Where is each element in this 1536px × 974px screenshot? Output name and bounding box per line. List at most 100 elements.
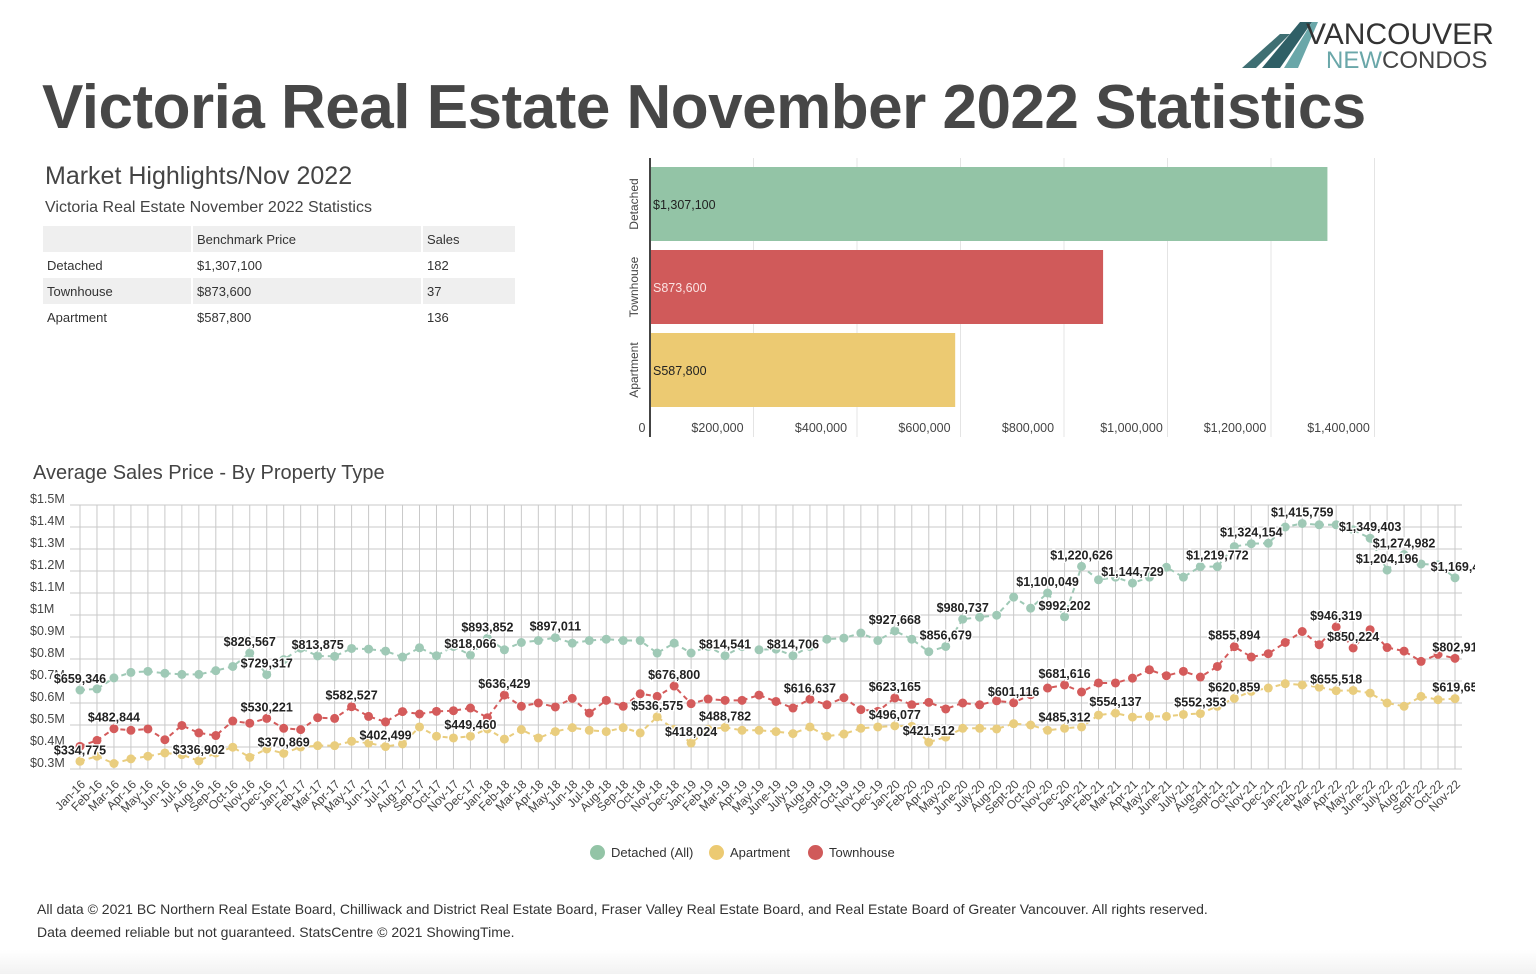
data-point-townhouse: [856, 705, 866, 715]
data-label-townhouse: $601,116: [988, 685, 1039, 699]
legend-item-detached: Detached (All): [590, 845, 693, 860]
data-point-apartment: [856, 723, 866, 733]
data-point-detached: [1094, 575, 1104, 585]
data-point-townhouse: [313, 713, 323, 723]
data-point-townhouse: [1043, 683, 1053, 693]
data-point-apartment: [924, 737, 934, 747]
data-point-townhouse: [1077, 687, 1087, 697]
bar-category-label: Townhouse: [627, 256, 641, 317]
data-label-detached: $893,852: [461, 620, 513, 634]
highlights-subtitle: Victoria Real Estate November 2022 Stati…: [45, 199, 372, 216]
data-point-detached: [228, 661, 238, 671]
data-point-apartment: [177, 750, 187, 760]
data-point-detached: [805, 641, 815, 651]
data-point-detached: [669, 638, 679, 648]
data-point-detached: [1433, 560, 1443, 570]
data-point-townhouse: [1212, 661, 1222, 671]
data-label-detached: $1,204,196: [1356, 552, 1419, 566]
data-point-townhouse: [652, 691, 662, 701]
series-line-detached: [79, 522, 1456, 692]
legend-label: Townhouse: [829, 845, 895, 860]
data-point-detached: [1331, 520, 1341, 530]
data-point-apartment: [415, 722, 425, 732]
data-label-detached: $1,220,626: [1050, 548, 1113, 562]
data-label-apartment: $485,312: [1038, 710, 1090, 724]
data-point-apartment: [1094, 710, 1104, 720]
data-point-detached: [415, 643, 425, 653]
data-point-townhouse: [1060, 680, 1070, 690]
data-point-apartment: [720, 722, 730, 732]
data-point-detached: [364, 644, 374, 654]
table-cell: $587,800: [197, 309, 252, 325]
data-point-detached: [652, 648, 662, 658]
y-tick-label: $1M: [30, 602, 54, 616]
data-point-townhouse: [839, 693, 849, 703]
table-cell: 136: [427, 309, 449, 325]
data-point-townhouse: [601, 695, 611, 705]
data-label-townhouse: $681,616: [1038, 667, 1090, 681]
data-point-townhouse: [279, 723, 289, 733]
data-label-townhouse: $802,91: [1432, 640, 1475, 654]
data-label-apartment: $536,575: [631, 699, 683, 713]
y-tick-label: $0.9M: [30, 624, 65, 638]
data-point-detached: [465, 650, 475, 660]
data-label-detached: $1,274,982: [1373, 537, 1436, 551]
vancouver-new-condos-logo: VANCOUVER NEWCONDOS: [1242, 18, 1494, 74]
y-tick-label: $1.3M: [30, 536, 65, 550]
data-point-detached: [873, 636, 883, 646]
data-point-apartment: [686, 738, 696, 748]
data-point-detached: [177, 669, 187, 679]
average-sales-price-line-chart: $0.3M $0.4M $0.5M $0.6M $0.7M $0.8M $0.9M $1M $1…: [30, 492, 1475, 818]
table-cell: $1,307,100: [197, 257, 263, 273]
data-point-apartment: [822, 731, 832, 741]
data-point-townhouse: [567, 693, 577, 703]
data-label-townhouse: $623,165: [869, 680, 921, 694]
data-point-apartment: [1178, 709, 1188, 719]
legend-swatch: [590, 845, 605, 860]
data-point-townhouse: [1450, 653, 1460, 663]
data-point-townhouse: [245, 718, 255, 728]
data-point-detached: [431, 651, 441, 661]
data-point-townhouse: [431, 706, 441, 716]
data-point-townhouse: [805, 694, 815, 704]
data-point-townhouse: [635, 689, 645, 699]
bar-apartment: [651, 333, 956, 407]
bar-category-label: Detached: [627, 178, 641, 229]
data-point-townhouse: [448, 706, 458, 716]
data-point-townhouse: [398, 707, 408, 717]
data-point-detached: [347, 643, 357, 653]
data-label-detached: $814,706: [767, 638, 819, 652]
data-label-apartment: $402,499: [359, 729, 411, 743]
data-point-detached: [822, 634, 832, 644]
table-row: Townhouse $873,600 37: [43, 278, 515, 304]
data-point-townhouse: [941, 704, 951, 714]
data-point-apartment: [1246, 686, 1256, 696]
data-point-detached: [1246, 539, 1256, 549]
data-point-townhouse: [1246, 652, 1256, 662]
data-label-apartment: $620,859: [1208, 680, 1260, 694]
data-label-detached: $818,066: [444, 637, 496, 651]
bar-x-tick-label: $400,000: [795, 421, 847, 435]
data-point-townhouse: [1399, 646, 1409, 656]
data-point-apartment: [262, 744, 272, 754]
data-point-townhouse: [194, 728, 204, 738]
data-point-townhouse: [737, 695, 747, 705]
market-highlights-table: Benchmark Price Sales Detached $1,307,10…: [41, 226, 517, 330]
bottom-strip: [0, 950, 1536, 974]
data-label-detached: $980,737: [937, 601, 989, 615]
data-point-detached: [1297, 518, 1307, 528]
data-label-townhouse: $530,221: [241, 700, 293, 714]
data-label-detached: $1,169,4: [1431, 560, 1475, 574]
data-point-apartment: [1382, 698, 1392, 708]
data-point-townhouse: [771, 696, 781, 706]
bar-data-label: S873,600: [653, 281, 707, 295]
data-point-townhouse: [211, 731, 221, 741]
data-point-apartment: [839, 729, 849, 739]
data-point-apartment: [1060, 723, 1070, 733]
data-point-detached: [160, 668, 170, 678]
data-label-apartment: $421,512: [903, 724, 955, 738]
data-point-townhouse: [924, 697, 934, 707]
data-label-detached: $1,415,759: [1271, 505, 1334, 519]
data-point-townhouse: [347, 702, 357, 712]
data-point-detached: [143, 666, 153, 676]
